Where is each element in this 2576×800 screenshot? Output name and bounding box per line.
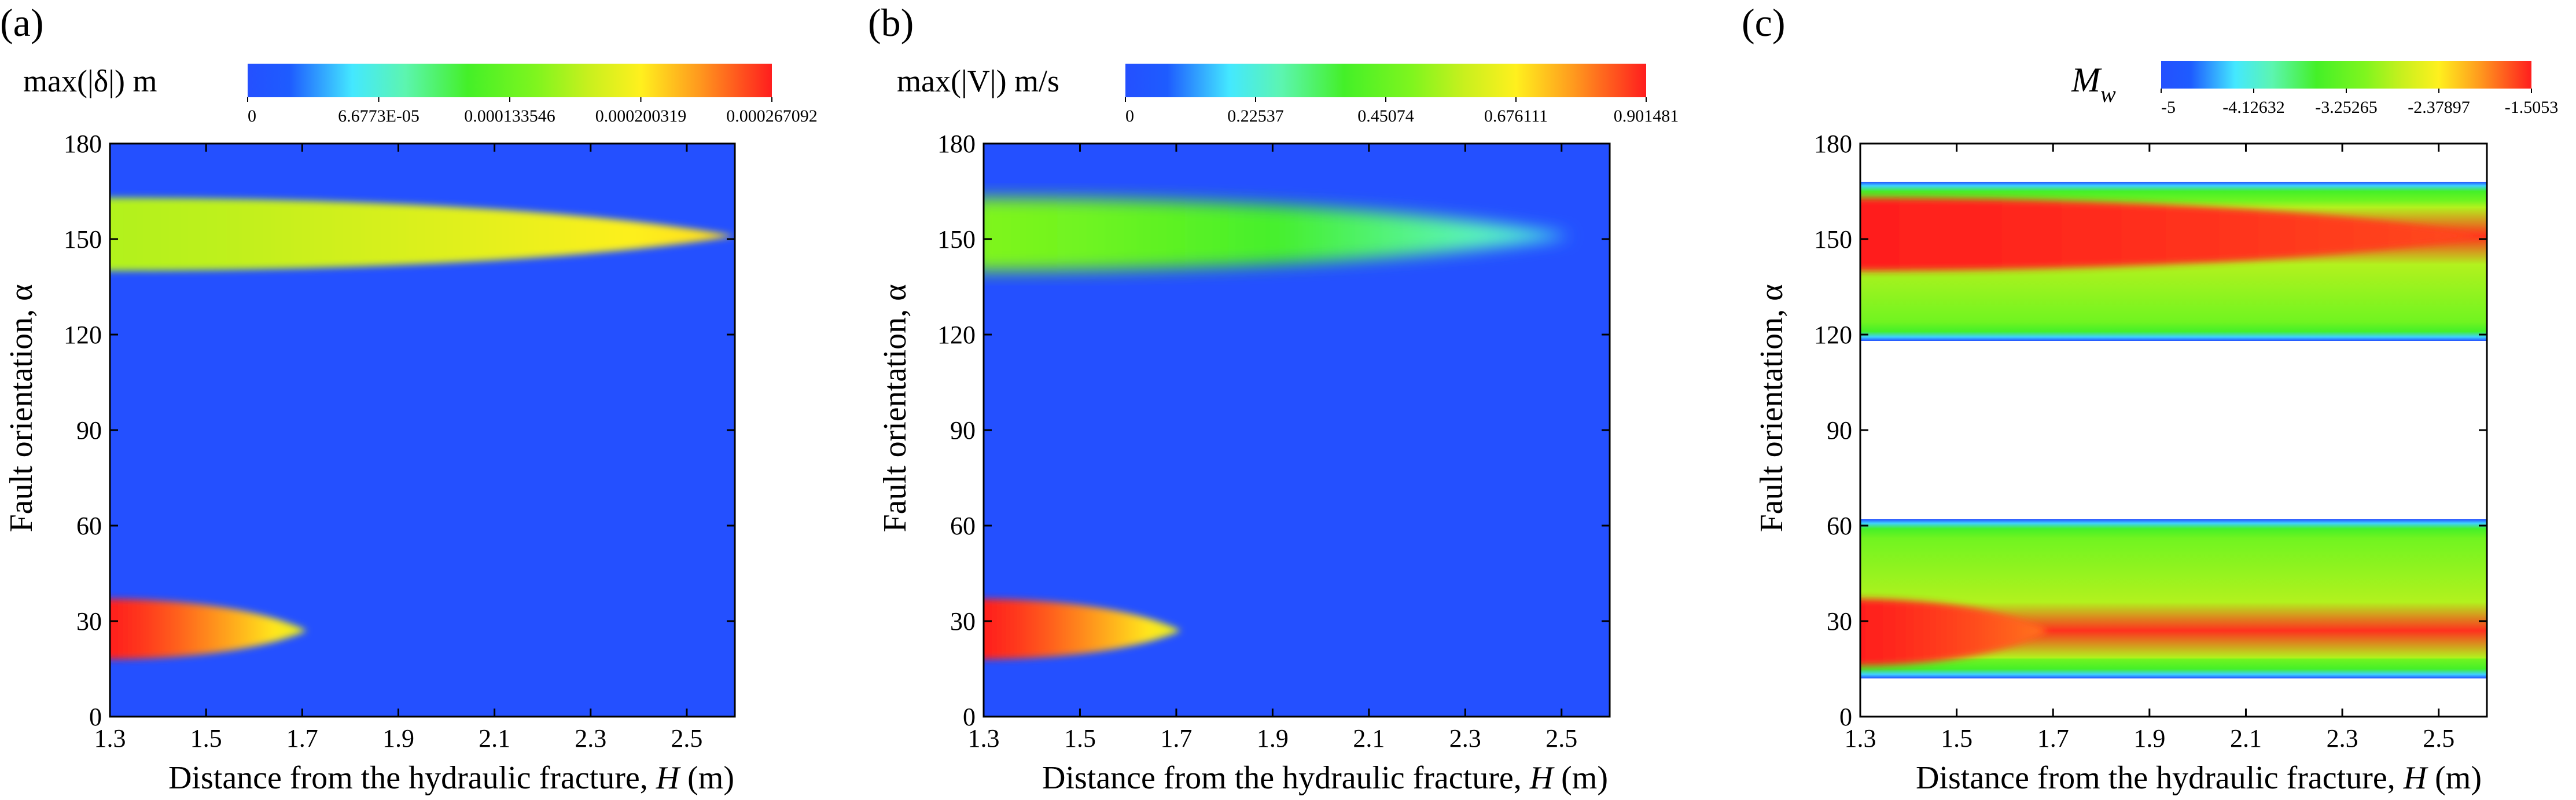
colorbar-tick-label: -5 [2161,98,2176,117]
y-tick-label: 180 [937,130,976,158]
colorbar-tick-label: 0.676111 [1484,107,1548,126]
x-tick-label: 1.5 [1064,724,1096,753]
heatmap-region-lower-lobe [984,599,1182,659]
panel-a: (a) max(|δ|) m 0 6.6773E-05 0.000133546 0.0… [0,1,818,796]
colorbar-tick-label: -3.25265 [2315,98,2378,117]
panel-b-colorbar-label: max(|V|) m/s [897,64,1059,98]
y-tick-label: 150 [937,225,976,254]
x-tick-label: 1.7 [2037,724,2069,753]
y-tick-label: 90 [950,416,976,445]
panel-c: (c) Mw -5 -4.12632 -3.25265 -2.37897 -1.5053… [1742,1,2558,796]
x-tick-label: 1.9 [1257,724,1289,753]
heatmap-region-lower-lobe [110,599,307,659]
y-tick-label: 0 [1839,703,1852,731]
x-tick-label: 1.5 [190,724,222,753]
colorbar-tick-label: -2.37897 [2408,98,2470,117]
x-tick-label: 2.1 [1353,724,1385,753]
x-tick-label: 2.3 [2327,724,2358,753]
panel-a-colorbar-ticks: 0 6.6773E-05 0.000133546 0.000200319 0.00026… [247,97,818,126]
panel-a-label: (a) [0,1,43,45]
panel-a-y-axis-label: Fault orientation, α [3,284,39,532]
panel-a-colorbar [248,64,772,97]
x-tick-label: 1.7 [1160,724,1192,753]
colorbar-tick-label: 0.000133546 [464,107,555,126]
colorbar-tick-label: 0 [1125,107,1134,126]
panel-a-colorbar-label: max(|δ|) m [23,64,157,98]
x-tick-label: 1.9 [382,724,414,753]
panel-b-axis-ticks: 1.3 1.5 1.7 1.9 2.1 2.3 2.5 0 30 60 90 120 150 180 [937,130,1610,753]
y-tick-label: 30 [1827,607,1852,636]
x-tick-label: 2.5 [2423,724,2454,753]
panel-c-label: (c) [1742,1,1785,45]
panel-a-axis-ticks: 1.3 1.5 1.7 1.9 2.1 2.3 2.5 0 30 60 90 120 150 180 [64,130,735,753]
y-tick-label: 90 [1827,416,1852,445]
y-tick-label: 0 [89,703,102,731]
x-tick-label: 2.3 [1449,724,1481,753]
colorbar-tick-label: 6.6773E-05 [338,107,419,126]
x-tick-label: 1.9 [2133,724,2165,753]
y-tick-label: 180 [1814,130,1852,158]
colorbar-tick-label: -1.5053 [2505,98,2559,117]
panel-b-colorbar-ticks: 0 0.22537 0.45074 0.676111 0.901481 [1125,97,1679,126]
y-tick-label: 180 [64,130,102,158]
x-tick-label: 2.5 [1545,724,1577,753]
y-tick-label: 60 [76,512,102,540]
y-tick-label: 150 [1814,225,1852,254]
y-tick-label: 150 [64,225,102,254]
y-tick-label: 120 [1814,321,1852,349]
panel-b-x-axis-label: Distance from the hydraulic fracture, H … [1042,760,1608,796]
y-tick-label: 30 [950,607,976,636]
colorbar-tick-label: 0.45074 [1357,107,1414,126]
panel-c-axis-ticks: 1.3 1.5 1.7 1.9 2.1 2.3 2.5 0 30 60 90 120 150 180 [1814,130,2487,753]
y-tick-label: 30 [76,607,102,636]
x-tick-label: 1.3 [1845,724,1876,753]
y-tick-label: 120 [64,321,102,349]
panel-c-colorbar-ticks: -5 -4.12632 -3.25265 -2.37897 -1.5053 [2161,89,2558,117]
x-tick-label: 2.1 [479,724,510,753]
x-tick-label: 1.3 [94,724,126,753]
heatmap-region-upper-lobe [984,197,1572,271]
y-tick-label: 60 [1827,512,1852,540]
panel-b-y-axis-label: Fault orientation, α [877,284,913,532]
x-tick-label: 1.7 [286,724,318,753]
heatmap-region-lower-lobe [1860,599,2048,666]
colorbar-tick-label: 0 [248,107,256,126]
colorbar-tick-label: 0.000200319 [595,107,687,126]
colorbar-tick-label: 0.22537 [1227,107,1284,126]
x-tick-label: 2.1 [2230,724,2262,753]
x-tick-label: 2.5 [671,724,702,753]
heatmap-region-upper-lobe [110,197,735,271]
panel-b: (b) max(|V|) m/s 0 0.22537 0.45074 0.676111… [868,1,1679,796]
panel-c-x-axis-label: Distance from the hydraulic fracture, H … [1916,760,2482,796]
panel-a-x-axis-label: Distance from the hydraulic fracture, H … [168,760,734,796]
panel-b-label: (b) [868,1,914,45]
y-tick-label: 120 [937,321,976,349]
colorbar-tick-label: -4.12632 [2222,98,2285,117]
x-tick-label: 2.3 [575,724,606,753]
x-tick-label: 1.5 [1941,724,1973,753]
panel-a-plot-area [109,142,736,718]
y-tick-label: 0 [963,703,976,731]
heatmap-region-upper-lobe [1860,197,2487,271]
x-tick-label: 1.3 [968,724,1000,753]
panel-b-colorbar [1125,64,1646,97]
colorbar-tick-label: 0.000267092 [726,107,818,126]
y-tick-label: 60 [950,512,976,540]
panel-c-y-axis-label: Fault orientation, α [1754,284,1790,532]
colorbar-tick-label: 0.901481 [1614,107,1679,126]
y-tick-label: 90 [76,416,102,445]
panel-c-plot-area [1859,142,2488,718]
panel-c-colorbar-label: Mw [2071,61,2116,107]
panel-b-plot-area [982,142,1611,718]
panel-c-colorbar [2161,61,2531,89]
